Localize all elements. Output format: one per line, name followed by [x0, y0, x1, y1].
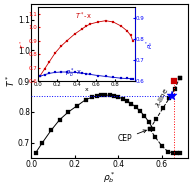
- Text: CEP: CEP: [117, 130, 146, 143]
- Y-axis label: $\rho_b^*$: $\rho_b^*$: [144, 40, 155, 49]
- Y-axis label: $T^*$: $T^*$: [4, 75, 17, 87]
- X-axis label: $\rho_b^*$: $\rho_b^*$: [103, 170, 116, 185]
- Text: $\lambda$-line: $\lambda$-line: [153, 86, 171, 109]
